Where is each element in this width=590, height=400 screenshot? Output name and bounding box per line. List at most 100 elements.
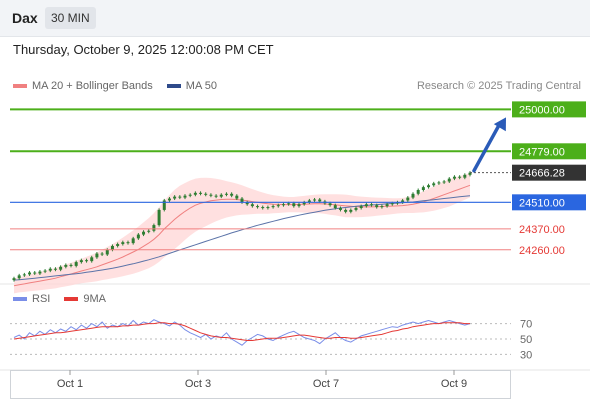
rsi-ma-line bbox=[13, 322, 470, 341]
candle-body bbox=[110, 245, 114, 250]
candle bbox=[338, 206, 342, 212]
candle bbox=[48, 267, 52, 273]
candle bbox=[59, 265, 63, 272]
candle-body bbox=[432, 183, 436, 186]
resistance-label-box bbox=[512, 101, 586, 118]
rsi-level-label: 70 bbox=[520, 319, 532, 331]
candle-body bbox=[214, 195, 218, 197]
candle-body bbox=[121, 242, 125, 245]
candle-body bbox=[256, 206, 260, 208]
candle bbox=[136, 233, 140, 240]
last-price-box bbox=[512, 164, 586, 181]
candle bbox=[261, 205, 265, 210]
candle bbox=[204, 192, 208, 197]
candle bbox=[116, 242, 120, 248]
rsi-ma-legend-label: 9MA bbox=[83, 293, 106, 306]
ma20-legend-label: MA 20 + Bollinger Bands bbox=[32, 80, 153, 93]
level-last: 24666.28 bbox=[470, 164, 586, 181]
x-tick-label: Oct 1 bbox=[57, 378, 83, 390]
level-pivot: 24510.00 bbox=[10, 194, 586, 211]
resistance-label-box bbox=[512, 143, 586, 160]
candle bbox=[121, 240, 125, 246]
candle bbox=[344, 208, 348, 214]
candle bbox=[74, 260, 78, 268]
symbol-name: Dax bbox=[12, 10, 38, 26]
candle bbox=[53, 267, 57, 272]
candle-body bbox=[250, 204, 254, 207]
ma20-swatch bbox=[13, 84, 27, 89]
candle-body bbox=[240, 198, 244, 203]
candle bbox=[230, 192, 234, 198]
candle-body bbox=[281, 204, 285, 206]
x-tick-label: Oct 9 bbox=[441, 378, 467, 390]
candle bbox=[147, 229, 151, 234]
candle-body bbox=[261, 207, 265, 209]
candle-body bbox=[442, 181, 446, 183]
candle-body bbox=[447, 178, 451, 182]
candle-body bbox=[85, 260, 89, 262]
candle-body bbox=[100, 253, 104, 255]
support-price-label: 24260.00 bbox=[519, 245, 565, 257]
ma50-legend-label: MA 50 bbox=[185, 80, 217, 93]
candle bbox=[178, 195, 182, 200]
candle bbox=[162, 198, 166, 212]
candle-body bbox=[230, 193, 234, 196]
candle bbox=[157, 208, 161, 227]
candle-body bbox=[416, 190, 420, 194]
candle-body bbox=[401, 200, 405, 203]
copyright-label: Research © 2025 Trading Central bbox=[416, 80, 581, 92]
candle bbox=[167, 197, 171, 202]
rsi-line bbox=[13, 319, 471, 346]
candle bbox=[416, 188, 420, 196]
candle bbox=[411, 192, 415, 200]
last-price-label: 24666.28 bbox=[519, 168, 565, 180]
candle bbox=[12, 276, 16, 282]
candle bbox=[442, 179, 446, 184]
candle-body bbox=[406, 197, 410, 201]
candle-body bbox=[468, 172, 472, 175]
candle bbox=[219, 193, 223, 199]
candle bbox=[370, 202, 374, 207]
datetime-label: Thursday, October 9, 2025 12:00:08 PM CE… bbox=[13, 42, 274, 57]
candle bbox=[364, 202, 368, 208]
rsi-ma-swatch bbox=[64, 297, 79, 302]
candle-body bbox=[48, 268, 52, 271]
candle bbox=[375, 203, 379, 209]
candle-body bbox=[307, 200, 311, 203]
timeframe-button[interactable]: 30 MIN bbox=[45, 7, 96, 29]
candle bbox=[38, 270, 42, 275]
candle-body bbox=[338, 208, 342, 210]
candle-body bbox=[318, 199, 322, 202]
candle-body bbox=[28, 272, 32, 275]
candle-body bbox=[297, 204, 301, 207]
candle bbox=[79, 258, 83, 264]
candle bbox=[281, 202, 285, 207]
candle bbox=[69, 263, 73, 268]
rsi-legend: RSI 9MA bbox=[13, 293, 106, 305]
candle bbox=[302, 200, 306, 206]
candle bbox=[385, 202, 389, 208]
rsi-level-label: 50 bbox=[520, 334, 532, 346]
candle bbox=[266, 205, 270, 210]
candle-body bbox=[90, 257, 94, 262]
candle-body bbox=[33, 272, 37, 274]
candle bbox=[199, 191, 203, 196]
candle-body bbox=[375, 205, 379, 208]
bollinger-band bbox=[14, 173, 470, 294]
candles bbox=[12, 171, 472, 282]
candle-body bbox=[199, 192, 203, 194]
candle bbox=[126, 240, 130, 245]
candle bbox=[28, 270, 32, 276]
candle-body bbox=[344, 209, 348, 212]
rsi-swatch bbox=[13, 297, 27, 302]
candle-body bbox=[59, 266, 63, 270]
candle-body bbox=[38, 271, 42, 274]
candle bbox=[214, 194, 218, 199]
candle-body bbox=[183, 195, 187, 198]
x-tick-label: Oct 7 bbox=[313, 378, 339, 390]
candle bbox=[131, 236, 135, 245]
candle-body bbox=[328, 203, 332, 206]
arrow-shaft bbox=[472, 121, 502, 173]
candle-body bbox=[385, 204, 389, 207]
